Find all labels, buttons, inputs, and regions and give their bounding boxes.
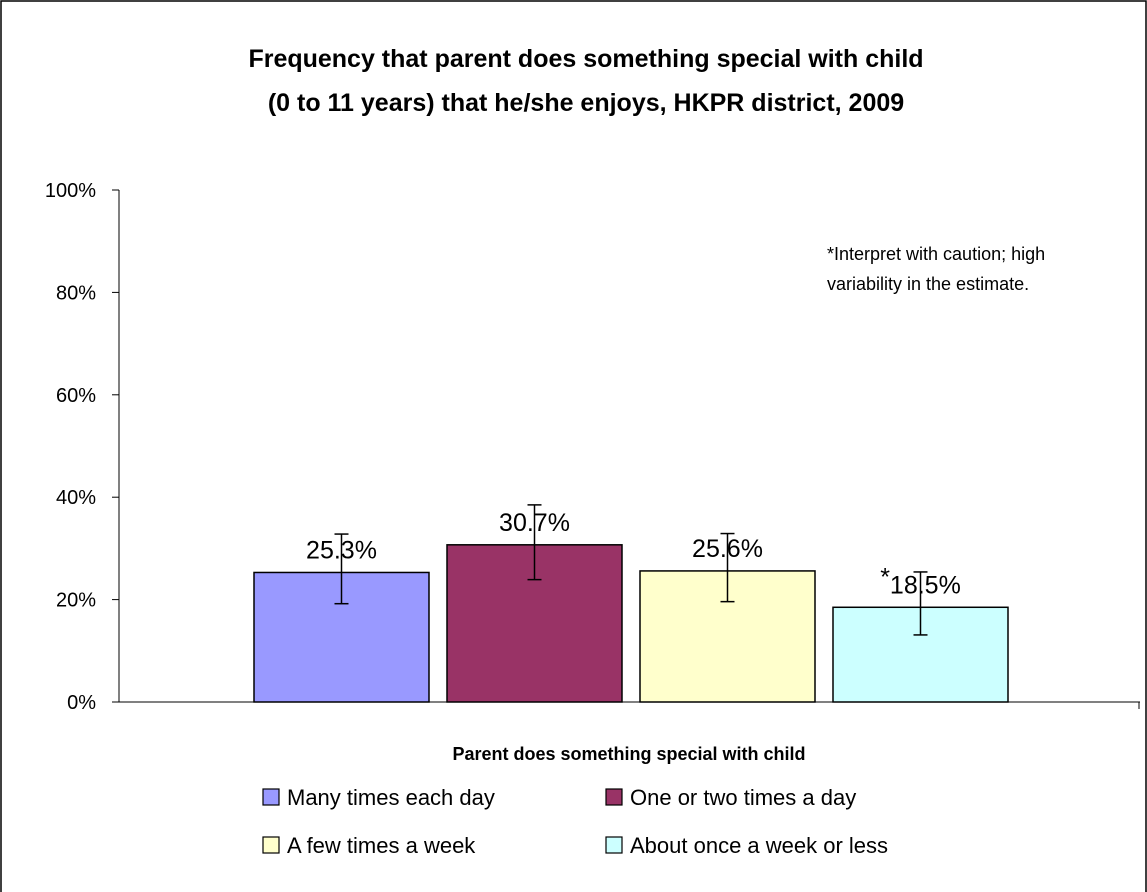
chart-title-line-2: (0 to 11 years) that he/she enjoys, HKPR… — [268, 89, 904, 117]
data-labels: 25.3% 30.7% 25.6% *18.5% — [306, 509, 961, 599]
error-bars — [334, 504, 928, 636]
y-tick-label: 80% — [56, 282, 96, 304]
legend: Many times each day One or two times a da… — [262, 785, 888, 858]
legend-label: One or two times a day — [630, 785, 856, 810]
caution-note-line-2: variability in the estimate. — [827, 274, 1029, 294]
bar — [253, 571, 430, 703]
x-axis-label: Parent does something special with child — [452, 744, 805, 764]
legend-label: About once a week or less — [630, 833, 888, 858]
legend-label: A few times a week — [287, 833, 476, 858]
y-tick-label: 100% — [45, 180, 96, 202]
y-tick-label: 0% — [67, 692, 96, 714]
legend-swatch — [262, 836, 280, 854]
y-tick-label: 60% — [56, 385, 96, 407]
data-label: 25.3% — [306, 536, 377, 564]
legend-swatch — [605, 788, 623, 806]
legend-label: Many times each day — [287, 785, 495, 810]
data-label: 25.6% — [692, 535, 763, 563]
legend-swatch — [605, 836, 623, 854]
chart-title-line-1: Frequency that parent does something spe… — [248, 45, 923, 73]
caution-note-line-1: *Interpret with caution; high — [827, 244, 1045, 264]
caution-flag: * — [880, 563, 890, 591]
data-label: *18.5% — [880, 563, 961, 599]
data-label: 30.7% — [499, 509, 570, 537]
y-tick-label: 20% — [56, 590, 96, 612]
data-label-value: 18.5% — [890, 571, 961, 599]
y-tick-label: 40% — [56, 487, 96, 509]
legend-swatch — [262, 788, 280, 806]
y-axis: 0% 20% 40% 60% 80% 100% — [45, 180, 120, 714]
